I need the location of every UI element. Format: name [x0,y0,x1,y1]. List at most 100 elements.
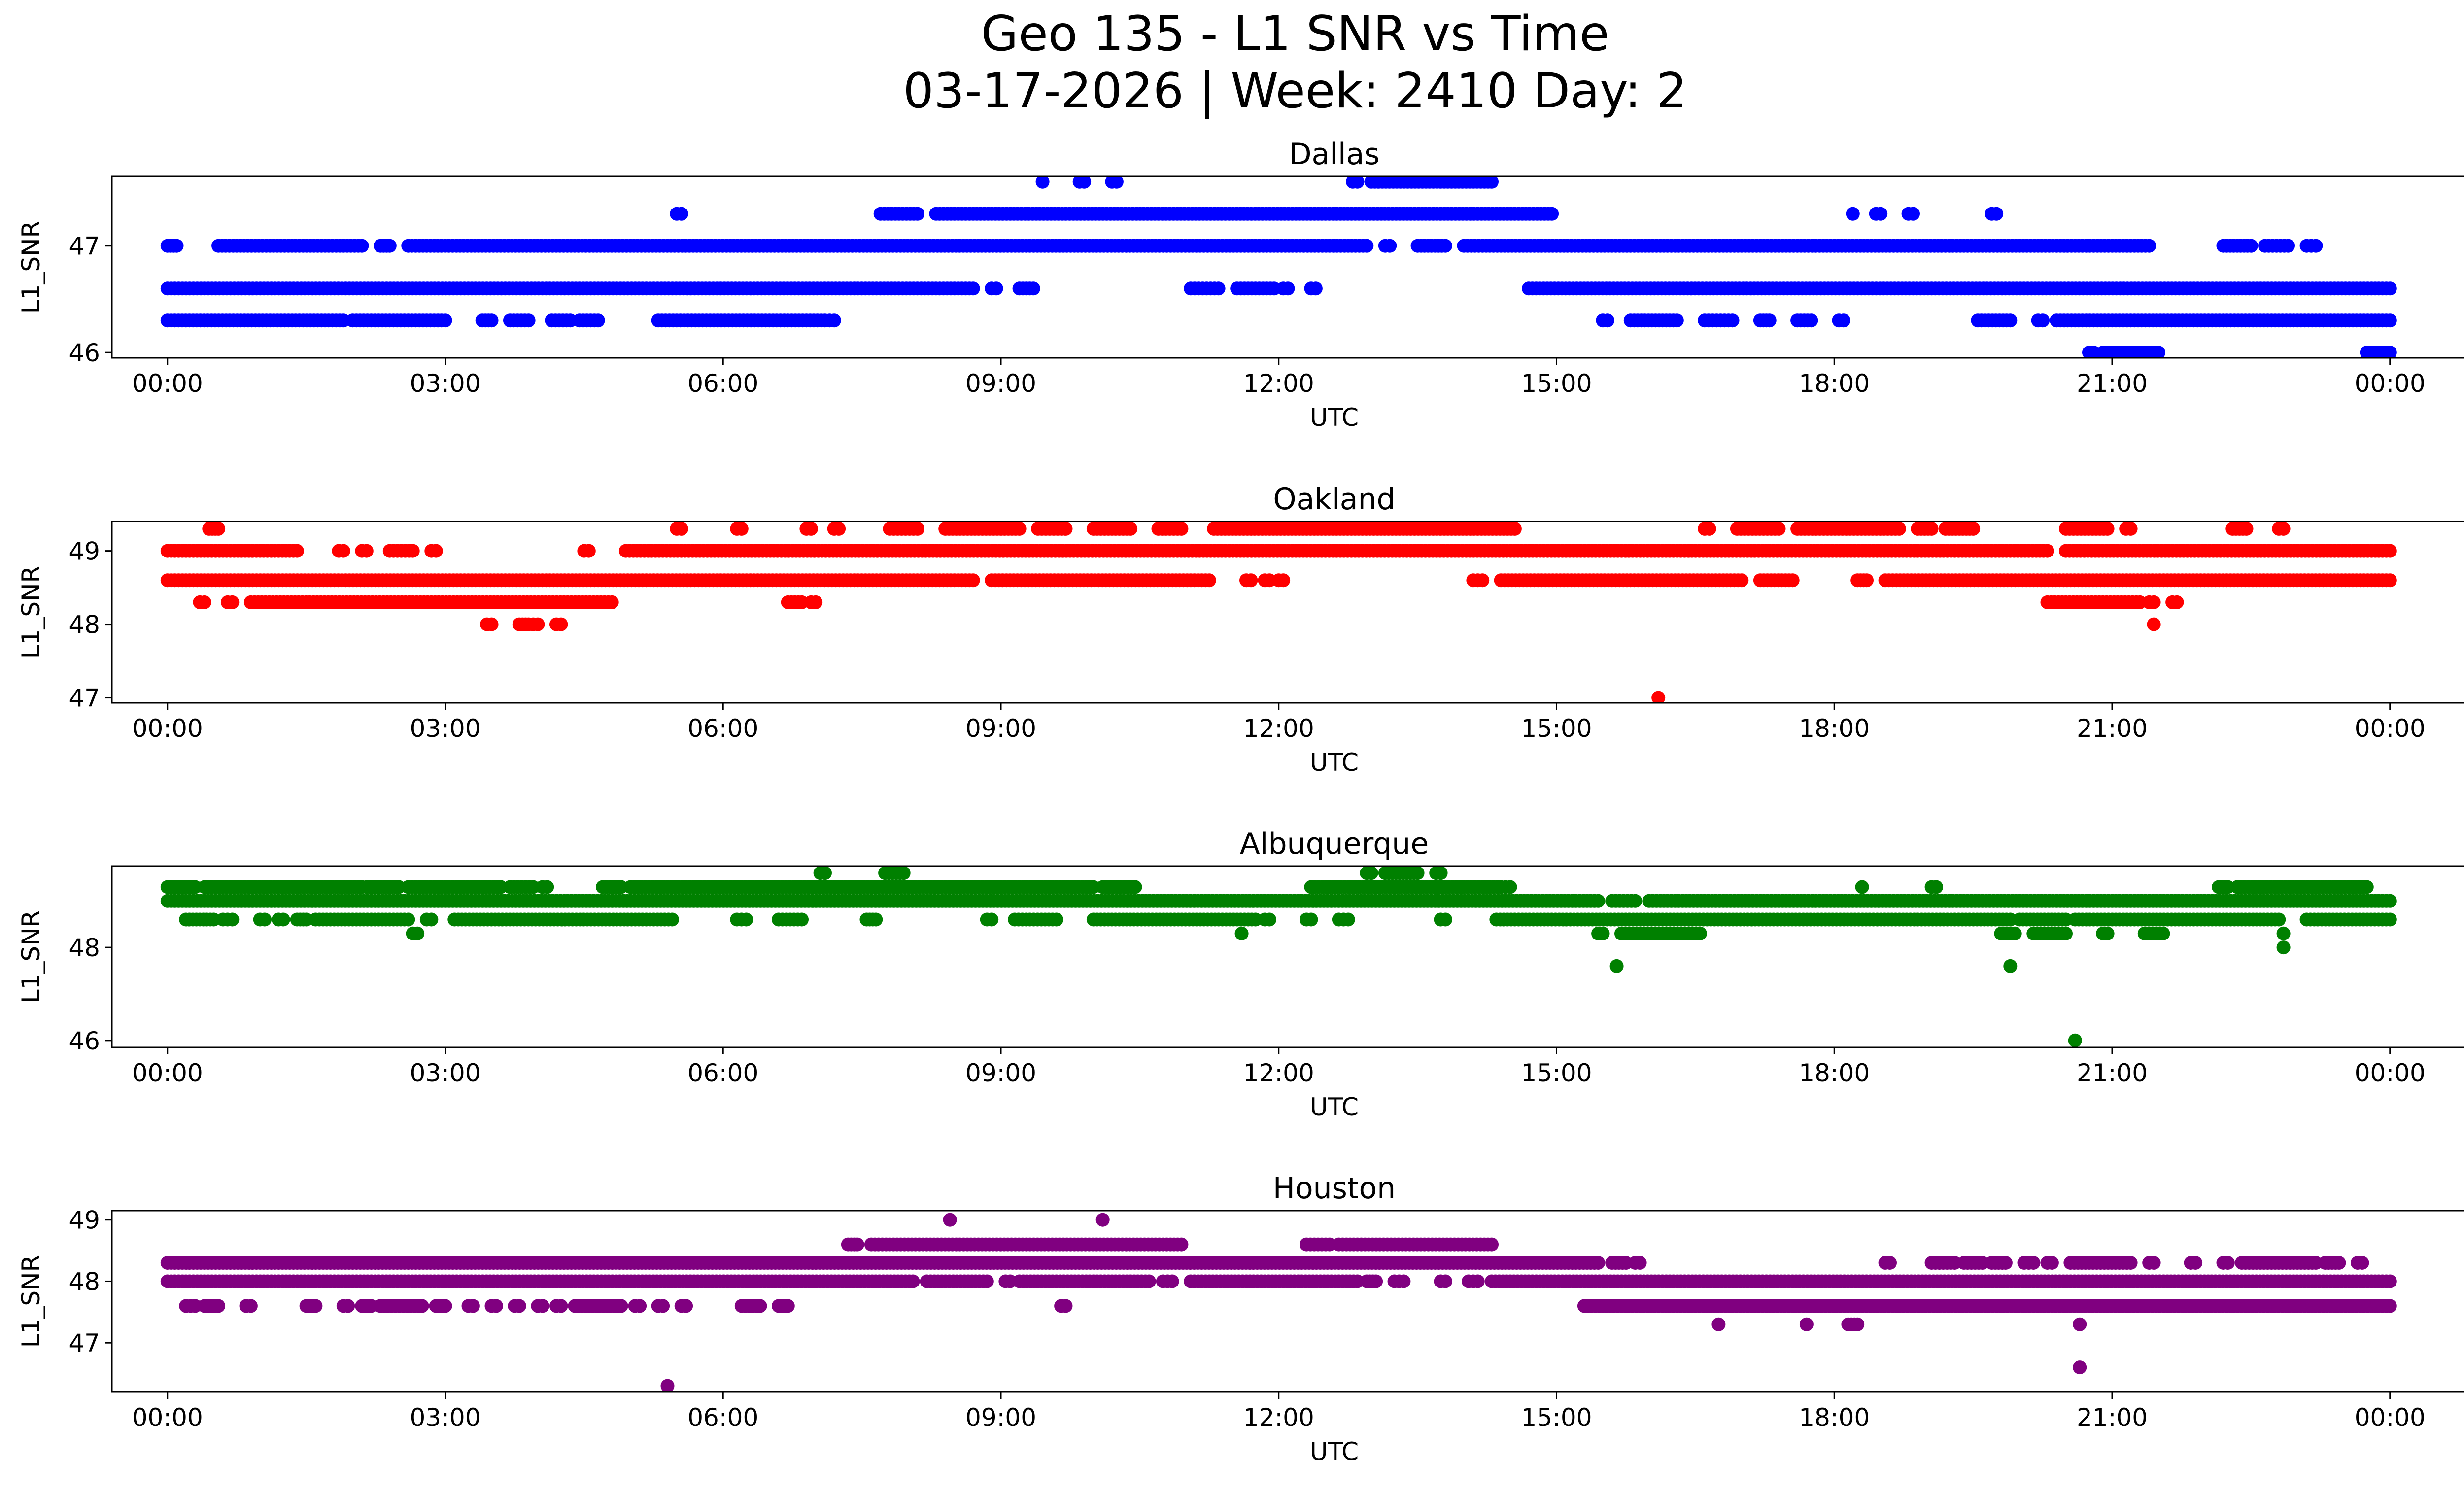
data-point [896,866,911,880]
data-point [2003,313,2018,328]
data-point [1874,207,1888,221]
x-axis-label: UTC [1310,1093,1359,1121]
data-point [1128,880,1142,894]
data-point [1860,573,1874,588]
data-point [989,281,1003,296]
subplot-title: Albuquerque [1240,827,1429,861]
data-point [359,544,374,558]
data-point [1772,522,1786,536]
data-point [1892,522,1906,536]
subplot-title: Oakland [1273,482,1395,517]
data-point [2147,617,2161,631]
data-point [1263,912,1276,927]
x-tick-label: 12:00 [1243,369,1314,398]
x-tick-label: 00:00 [2355,714,2426,743]
y-tick-label: 47 [68,232,100,261]
y-tick-label: 46 [68,339,100,367]
data-point [1503,880,1517,894]
subplot-oakland: 00:00 03:00 06:00 09:00 12:00 15:00 18:00 21:00… [17,482,2464,777]
data-point [1651,691,1666,703]
data-point [665,912,679,927]
data-point [1989,207,2004,221]
data-point [554,617,568,631]
data-point [1924,522,1939,536]
data-point [1383,239,1397,253]
x-tick-label: 09:00 [965,369,1036,398]
data-point [1026,281,1040,296]
data-point [674,207,688,221]
x-tick-label: 21:00 [2077,714,2148,743]
data-point [336,544,350,558]
data-point [1725,313,1740,328]
x-tick-label: 06:00 [687,1059,758,1087]
x-tick-label: 18:00 [1799,714,1870,743]
data-point [225,912,240,927]
data-point [966,573,980,588]
data-point [1702,522,1716,536]
data-point [2170,595,2184,609]
data-point [2008,926,2022,940]
data-point [2142,239,2156,253]
data-point [2383,313,2397,328]
data-point [258,912,272,927]
data-point [1966,522,1981,536]
data-point [429,544,443,558]
x-tick-label: 00:00 [132,1059,203,1087]
data-point [2276,940,2291,955]
data-point [1591,894,1606,908]
data-point [1906,207,1920,221]
x-tick-label: 09:00 [965,714,1036,743]
data-point [605,595,619,609]
data-point [1341,912,1355,927]
y-axis-label: L1_SNR [17,221,45,314]
x-tick-label: 00:00 [132,714,203,743]
data-point [1762,313,1777,328]
x-tick-label: 15:00 [1521,714,1592,743]
axes-frame [111,175,2464,359]
data-point [2123,522,2138,536]
data-point [1545,207,1559,221]
data-point [540,880,554,894]
x-tick-label: 06:00 [687,369,758,398]
x-tick-label: 03:00 [410,369,480,398]
data-point [1012,522,1027,536]
data-point [910,207,924,221]
subplot-houston: 00:00 03:00 06:00 09:00 12:00 15:00 18:00 21:00… [17,1171,2464,1466]
y-tick-label: 46 [68,1027,100,1055]
data-point [2100,522,2115,536]
data-points [160,1213,2397,1392]
subplot-dallas: 00:00 03:00 06:00 09:00 12:00 15:00 18:00 21:00… [17,137,2464,432]
data-point [406,544,420,558]
data-point [2383,544,2397,558]
data-point [804,522,818,536]
data-points [160,176,2397,358]
data-point [1670,313,1684,328]
data-point [1211,281,1226,296]
data-point [1234,926,1249,940]
data-point [2360,880,2374,894]
data-point [411,926,425,940]
data-point [1124,522,1138,536]
data-point [869,912,883,927]
data-point [582,544,596,558]
data-point [850,1237,864,1252]
data-point [2272,912,2286,927]
x-tick-label: 03:00 [410,714,480,743]
data-point [832,522,846,536]
data-point [1049,912,1063,927]
x-axis-label: UTC [1310,403,1359,432]
data-point [674,522,688,536]
data-point [1438,239,1452,253]
data-point [1600,313,1614,328]
data-point [2239,522,2254,536]
data-point [1095,1213,1110,1227]
data-point [2309,239,2323,253]
x-tick-label: 18:00 [1799,1059,1870,1087]
data-point [1785,573,1800,588]
x-tick-label: 12:00 [1243,1059,1314,1087]
data-point [2281,239,2295,253]
axes-frame [111,865,2464,1048]
data-point [1174,1237,1189,1252]
